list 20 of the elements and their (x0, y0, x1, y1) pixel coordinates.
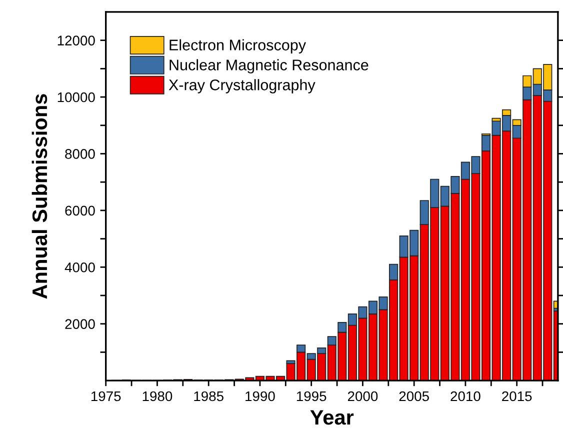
y-tick-label: 10000 (58, 92, 95, 102)
y-tick-label: 2000 (65, 319, 95, 329)
y-tick-label: 8000 (65, 149, 95, 159)
x-tick-label: 1975 (91, 391, 121, 402)
x-tick-label: 1990 (246, 391, 275, 402)
x-tick-label: 2010 (450, 391, 480, 402)
x-tick-label: 1985 (194, 391, 224, 402)
x-axis-title: Year (310, 410, 354, 425)
y-axis-title: Annual Submissions (32, 94, 48, 299)
legend-label: Electron Microscopy (170, 39, 306, 54)
legend-label: Nuclear Magnetic Resonance (170, 59, 368, 74)
x-tick-label: 1980 (142, 391, 172, 402)
x-tick-label: 2015 (502, 391, 532, 402)
x-tick-label: 1995 (296, 391, 326, 402)
legend-label: X-ray Crystallography (168, 79, 316, 94)
y-tick-label: 12000 (58, 36, 95, 46)
x-tick-label: 2005 (399, 391, 429, 402)
y-tick-label: 4000 (64, 262, 95, 272)
y-tick-label: 6000 (65, 206, 95, 216)
x-tick-label: 2000 (348, 391, 378, 402)
